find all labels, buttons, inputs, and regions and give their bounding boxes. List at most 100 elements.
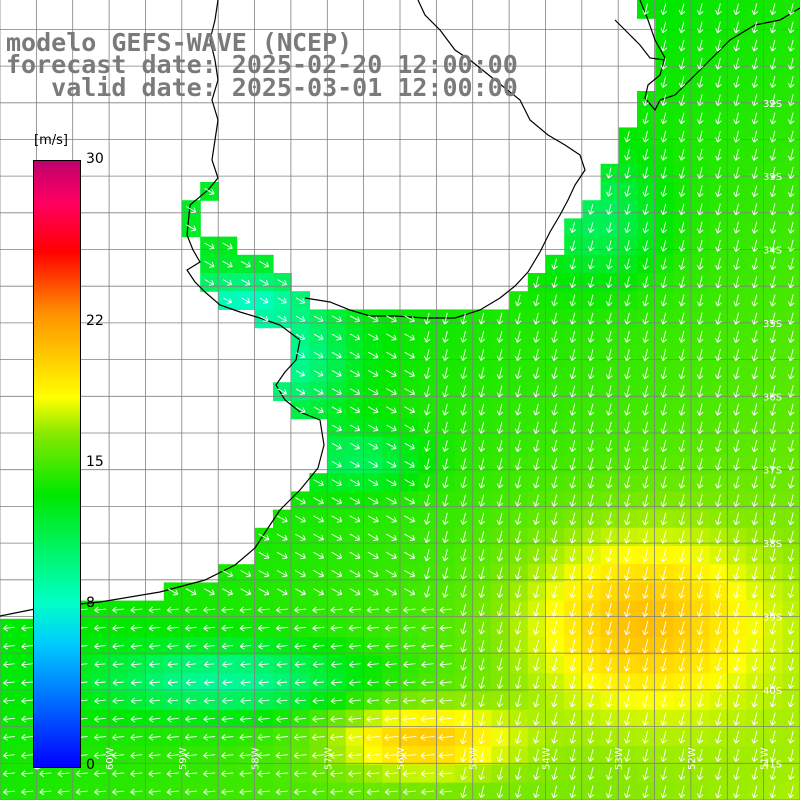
- wind-vector: [623, 675, 631, 690]
- wind-vector: [239, 788, 252, 796]
- wind-vector: [624, 494, 631, 507]
- wind-vector: [367, 533, 379, 541]
- wind-vector: [331, 442, 342, 450]
- wind-vector: [769, 585, 777, 599]
- wind-vector: [478, 694, 485, 708]
- wind-vector: [623, 639, 631, 654]
- wind-vector: [623, 548, 631, 562]
- wind-vector: [331, 406, 342, 414]
- wind-vector: [331, 351, 342, 359]
- wind-vector: [294, 588, 306, 596]
- wind-vector: [715, 312, 722, 325]
- wind-vector: [696, 748, 704, 762]
- wind-speed-cell: [782, 782, 800, 800]
- wind-vector: [293, 770, 307, 778]
- wind-vector: [496, 330, 504, 343]
- wind-vector: [331, 570, 343, 578]
- wind-vector: [368, 479, 379, 487]
- wind-vector: [606, 185, 613, 197]
- wind-vector: [367, 333, 379, 341]
- wind-vector: [221, 733, 234, 741]
- wind-vector: [678, 748, 686, 762]
- wind-vector: [769, 130, 777, 143]
- wind-vector: [330, 752, 344, 759]
- wind-vector: [769, 421, 777, 434]
- wind-vector: [623, 530, 631, 544]
- wind-vector: [478, 458, 486, 471]
- wind-vector: [787, 712, 795, 726]
- wind-vector: [384, 752, 399, 759]
- wind-vector: [605, 566, 613, 581]
- wind-vector: [404, 570, 416, 578]
- wind-vector: [221, 715, 234, 723]
- wind-vector: [769, 257, 777, 271]
- wind-vector: [587, 621, 594, 635]
- wind-vector: [3, 642, 15, 650]
- wind-vector: [587, 657, 594, 672]
- wind-vector: [496, 385, 504, 398]
- wind-vector: [148, 788, 161, 796]
- wind-vector: [403, 642, 416, 650]
- wind-vector: [442, 494, 449, 507]
- wind-vector: [751, 530, 758, 544]
- wind-vector: [348, 734, 362, 741]
- wind-vector: [678, 94, 686, 107]
- wind-vector: [403, 606, 416, 614]
- wind-vector: [678, 548, 686, 562]
- wind-vector: [733, 712, 740, 726]
- wind-vector: [294, 715, 307, 723]
- wind-vector: [696, 639, 704, 654]
- wind-vector: [642, 439, 649, 453]
- wind-vector: [787, 112, 795, 125]
- wind-vector: [275, 624, 288, 632]
- wind-vector: [148, 752, 161, 759]
- wind-vector: [294, 533, 306, 541]
- wind-vector: [423, 476, 431, 489]
- wind-vector: [769, 621, 777, 635]
- wind-vector: [642, 512, 649, 526]
- wind-vector: [587, 258, 595, 270]
- wind-vector: [769, 348, 777, 362]
- wind-vector: [460, 512, 467, 525]
- wind-vector: [532, 566, 540, 580]
- wind-vector: [367, 679, 379, 687]
- wind-vector: [204, 188, 215, 195]
- wind-vector: [642, 367, 649, 380]
- wind-vector: [751, 130, 759, 143]
- wind-vector: [714, 675, 722, 690]
- wind-vector: [349, 406, 361, 414]
- wind-vector: [696, 494, 704, 507]
- wind-vector: [313, 515, 325, 523]
- wind-vector: [551, 312, 558, 325]
- wind-vector: [678, 439, 686, 453]
- wind-vector: [384, 715, 398, 723]
- wind-vector: [149, 661, 160, 668]
- wind-vector: [94, 642, 106, 650]
- wind-vector: [460, 367, 467, 380]
- wind-vector: [605, 458, 613, 471]
- longitude-labels: 61W60W59W58W57W56W55W54W53W52W51W: [32, 747, 770, 770]
- wind-vector: [386, 461, 397, 468]
- wind-vector: [751, 439, 758, 453]
- wind-vector: [660, 57, 668, 70]
- wind-vector: [787, 767, 795, 781]
- wind-vector: [587, 330, 595, 343]
- wind-vector: [533, 294, 540, 307]
- wind-vector: [21, 679, 33, 687]
- wind-vector: [714, 602, 722, 617]
- wind-vector: [385, 624, 398, 632]
- wind-vector: [569, 222, 577, 234]
- wind-vector: [678, 403, 686, 416]
- wind-vector: [605, 439, 613, 453]
- wind-vector: [275, 788, 289, 796]
- wind-vector: [678, 276, 686, 289]
- wind-vector: [204, 260, 215, 268]
- wind-vector: [3, 715, 15, 723]
- wind-vector: [714, 548, 722, 562]
- wind-vector: [185, 642, 197, 650]
- wind-vector: [167, 679, 178, 686]
- wind-vector: [184, 770, 198, 778]
- wind-vector: [569, 294, 577, 307]
- wind-vector: [787, 421, 795, 434]
- wind-vector: [678, 330, 686, 343]
